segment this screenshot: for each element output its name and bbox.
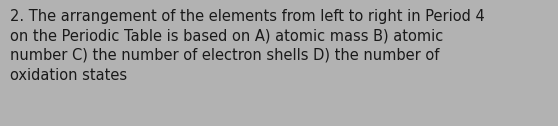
Text: 2. The arrangement of the elements from left to right in Period 4
on the Periodi: 2. The arrangement of the elements from …	[10, 9, 485, 83]
